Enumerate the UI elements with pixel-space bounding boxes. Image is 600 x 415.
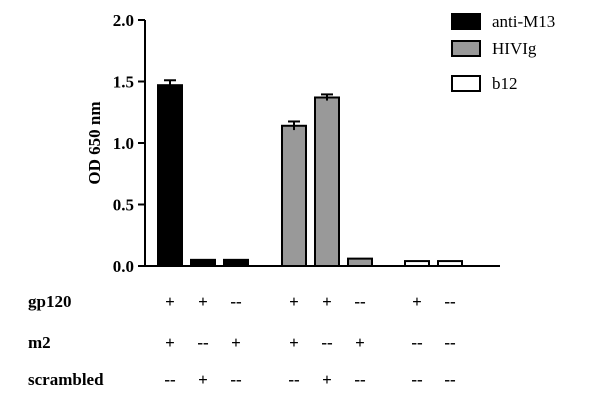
condition-table: gp120 + + -- + + -- + -- m2 + -- + + -- + -- -- scrambled -… (28, 292, 456, 389)
condition-mark: -- (230, 292, 242, 311)
condition-mark: -- (164, 370, 176, 389)
legend-swatch (451, 13, 481, 30)
bar-hivig (281, 124, 307, 267)
condition-label: m2 (28, 333, 51, 352)
condition-label: gp120 (28, 292, 71, 311)
legend-label: b12 (492, 74, 518, 93)
bar-b12 (437, 260, 463, 267)
legend-label: anti-M13 (492, 12, 555, 31)
legend: anti-M13 HIVIg b12 (451, 12, 555, 93)
bar-hivig (314, 96, 340, 267)
legend-label: HIVIg (492, 39, 537, 58)
condition-mark: + (289, 292, 299, 311)
bar-anti-m13 (190, 258, 216, 268)
condition-label: scrambled (28, 370, 104, 389)
condition-mark: + (231, 333, 241, 352)
condition-mark: -- (444, 333, 456, 352)
condition-mark: -- (230, 370, 242, 389)
condition-mark: -- (197, 333, 209, 352)
bar-anti-m13 (223, 258, 249, 268)
condition-mark: -- (354, 292, 366, 311)
condition-mark: -- (354, 370, 366, 389)
condition-mark: + (322, 370, 332, 389)
legend-swatch (451, 75, 481, 92)
y-tick-label: 2.0 (113, 11, 134, 30)
condition-mark: + (165, 333, 175, 352)
condition-mark: + (165, 292, 175, 311)
bar-b12 (404, 260, 430, 267)
condition-mark: + (412, 292, 422, 311)
condition-mark: + (322, 292, 332, 311)
condition-mark: -- (444, 370, 456, 389)
legend-swatch (451, 40, 481, 57)
bar-anti-m13 (157, 84, 183, 267)
y-tick-label: 1.0 (113, 134, 134, 153)
bars (157, 79, 463, 268)
condition-mark: -- (444, 292, 456, 311)
condition-mark: + (355, 333, 365, 352)
y-axis: 0.0 0.5 1.0 1.5 2.0 OD 650 nm (85, 11, 146, 276)
y-axis-label: OD 650 nm (85, 101, 104, 184)
condition-mark: -- (288, 370, 300, 389)
condition-mark: -- (411, 333, 423, 352)
y-tick-label: 1.5 (113, 73, 134, 92)
condition-mark: -- (321, 333, 333, 352)
y-tick-label: 0.5 (113, 196, 134, 215)
condition-mark: + (289, 333, 299, 352)
condition-mark: + (198, 292, 208, 311)
condition-mark: + (198, 370, 208, 389)
y-tick-label: 0.0 (113, 257, 134, 276)
condition-mark: -- (411, 370, 423, 389)
bar-hivig (347, 257, 373, 267)
